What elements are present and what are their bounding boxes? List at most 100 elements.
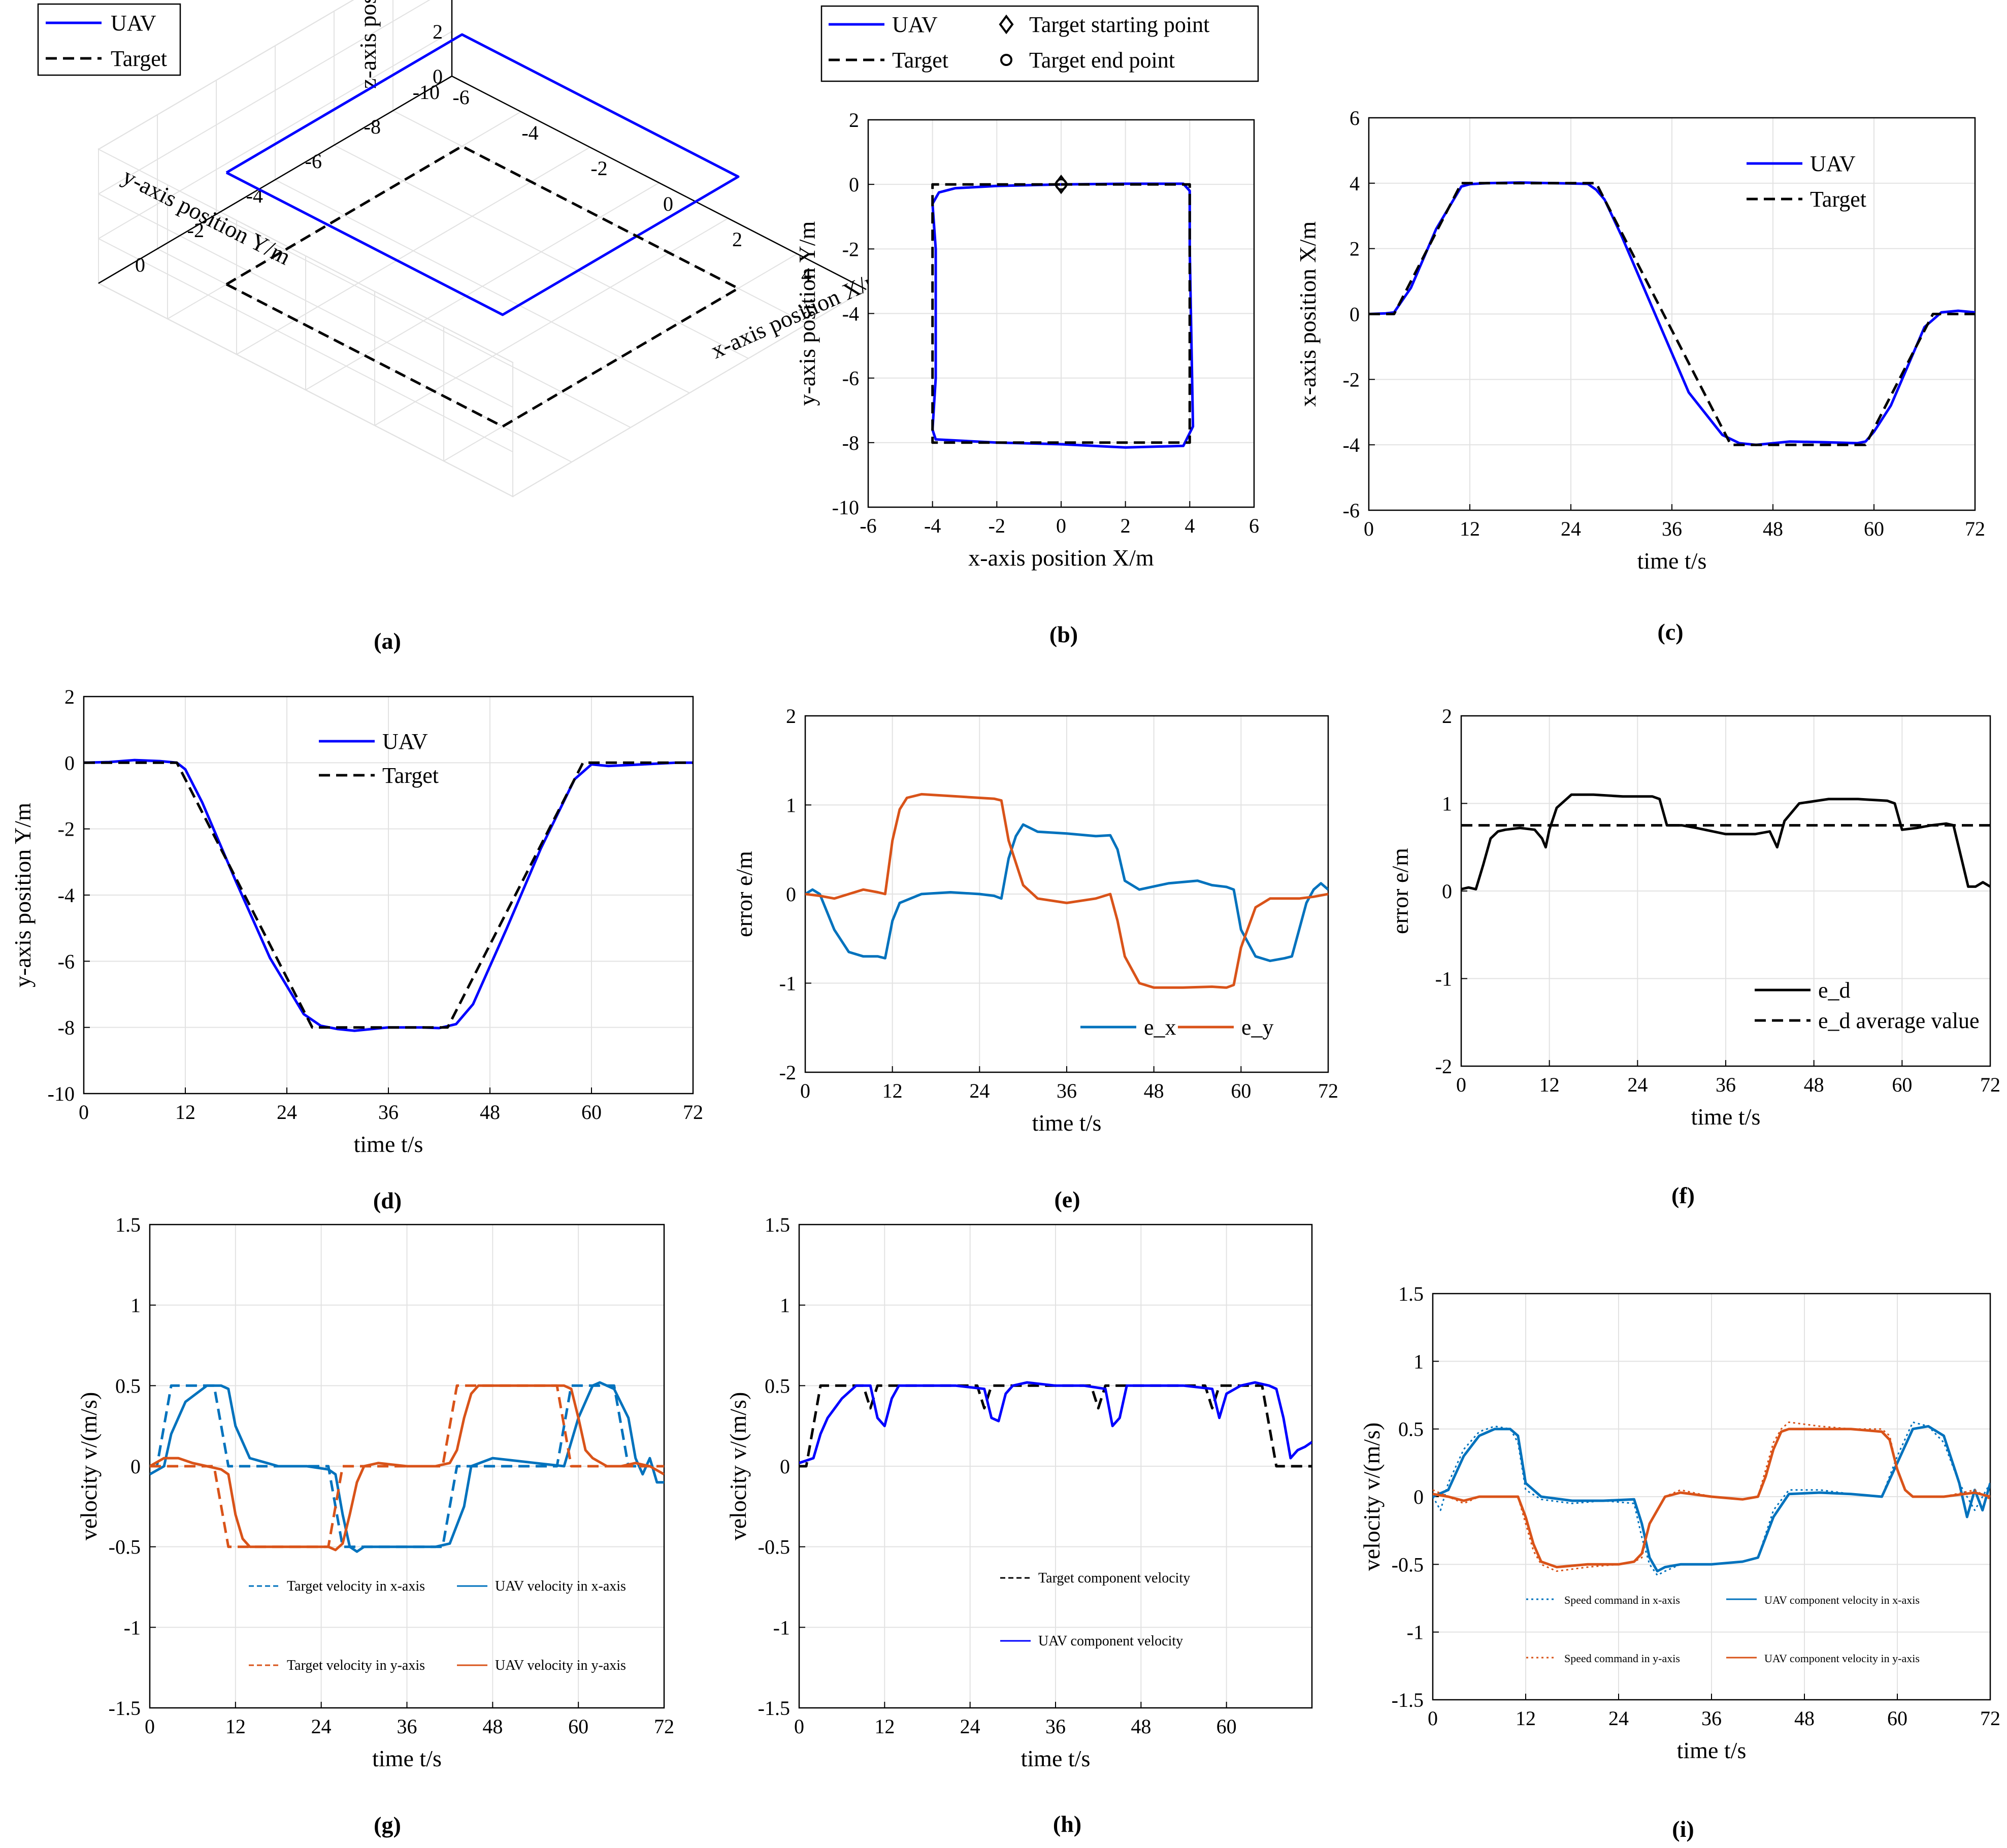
x-tick-label: 0 <box>1364 517 1374 540</box>
legend-label: e_y <box>1241 1015 1274 1040</box>
legend-label: Target <box>111 46 167 71</box>
series-layer <box>1433 1421 1990 1576</box>
y-tick-label: 1.5 <box>765 1213 790 1236</box>
end-point-marker <box>1055 178 1067 191</box>
panel-label-a: (a) <box>374 628 401 654</box>
z-gridline <box>98 193 513 408</box>
y-tick-label: 2 <box>786 705 796 728</box>
x-axis-label: time t/s <box>1691 1104 1761 1130</box>
x-axis-label: time t/s <box>1677 1737 1747 1763</box>
x-tick-label: 6 <box>1249 514 1259 537</box>
panel-label-h: (h) <box>1053 1811 1081 1837</box>
y-tick-label: 2 <box>64 685 75 708</box>
x-tick-label: 60 <box>1231 1079 1251 1102</box>
z-gridline <box>98 0 431 194</box>
legend-label: UAV <box>892 12 938 37</box>
y-axis-label: error e/m <box>731 851 757 937</box>
series-layer <box>931 182 1195 449</box>
z-gridline <box>98 0 354 150</box>
x-tick-label: 0 <box>794 1715 804 1738</box>
y-tick-label: -2 <box>1435 1055 1452 1078</box>
x-tick-label: 60 <box>568 1715 588 1738</box>
y-tick-label: 2 <box>1350 238 1360 260</box>
y-tick-label: -8 <box>364 115 381 138</box>
legend-label: UAV component velocity in x-axis <box>1764 1594 1920 1606</box>
x-tick-label: 48 <box>1763 517 1783 540</box>
legend-label: UAV velocity in y-axis <box>495 1658 626 1673</box>
y-tick-label: -2 <box>1343 368 1360 391</box>
x-tick-label: -6 <box>452 86 469 109</box>
y-tick-label: 0 <box>780 1455 790 1478</box>
x-tick-label: 60 <box>581 1101 602 1124</box>
x-tick-label: 24 <box>311 1715 332 1738</box>
legend-label: Target component velocity <box>1038 1570 1190 1586</box>
series-line <box>799 1381 1312 1465</box>
panel-label-g: (g) <box>374 1812 401 1838</box>
y-gridline <box>334 145 749 359</box>
y-tick-label: 0 <box>135 253 145 276</box>
legend-label: UAV component velocity <box>1038 1633 1183 1649</box>
series-line <box>225 145 740 428</box>
x-tick-label: 24 <box>1561 517 1581 540</box>
x-tick-label: 24 <box>969 1079 990 1102</box>
series-line <box>1433 1428 1990 1569</box>
y-tick-label: 2 <box>1442 705 1452 728</box>
y-tick-label: 1 <box>1442 793 1452 815</box>
x-tick-label: -4 <box>924 514 941 537</box>
x-tick-label: 36 <box>378 1101 399 1124</box>
panel-label-b: (b) <box>1049 621 1078 647</box>
x-tick-label: 0 <box>79 1101 89 1124</box>
x-tick-label: 36 <box>1057 1079 1077 1102</box>
series-layer <box>799 1381 1312 1468</box>
x-tick-label: 48 <box>482 1715 503 1738</box>
legend: UAV Target <box>319 729 439 788</box>
y-tick-label: -2 <box>187 219 204 242</box>
x-tick-label: 12 <box>1539 1073 1560 1096</box>
panel-label-i: (i) <box>1672 1816 1694 1842</box>
y-tick-label: -6 <box>58 950 75 973</box>
y-tick-label: -4 <box>1343 434 1360 456</box>
legend-label: Speed command in x-axis <box>1564 1594 1680 1606</box>
y-tick-label: -10 <box>413 81 440 104</box>
series-layer <box>805 793 1328 989</box>
x-tick-label: 48 <box>1144 1079 1164 1102</box>
y-tick-label: 1 <box>130 1294 141 1317</box>
y-tick-label: 0 <box>1350 303 1360 326</box>
panel-label-c: (c) <box>1657 619 1683 645</box>
legend-label: UAV velocity in x-axis <box>495 1578 626 1594</box>
y-tick-label: 0 <box>786 883 796 906</box>
y-tick-label: 1.5 <box>115 1213 141 1236</box>
y-tick-label: 0 <box>64 751 75 774</box>
y-tick-label: 1.5 <box>1398 1282 1424 1305</box>
y-axis-label: velocity v/(m/s) <box>76 1392 102 1541</box>
y-tick-label: 2 <box>849 109 859 131</box>
y-axis-label: velocity v/(m/s) <box>1359 1423 1385 1571</box>
x-tick-label: 4 <box>1185 514 1195 537</box>
legend-diamond-marker <box>999 14 1014 35</box>
series-layer <box>1461 793 1990 890</box>
z-axis-label: z-axis position Z/m <box>355 0 381 89</box>
y-tick-label: -1 <box>1435 968 1452 991</box>
y-tick-label: -2 <box>58 818 75 841</box>
x-tick-label: -2 <box>989 514 1005 537</box>
legend-box <box>37 3 181 76</box>
series-line <box>150 1381 664 1553</box>
panel-label-e: (e) <box>1054 1186 1080 1212</box>
y-tick-label: 0.5 <box>765 1374 790 1397</box>
x-axis-line <box>451 75 867 290</box>
x-tick-label: 0 <box>663 192 673 215</box>
y-gridline <box>216 214 631 428</box>
legend-label: Target <box>382 763 439 788</box>
x-tick-label: 72 <box>1965 517 1985 540</box>
series-line <box>150 1384 664 1552</box>
x-tick-label: 48 <box>1131 1715 1151 1738</box>
x-tick-label: 60 <box>1887 1707 1907 1730</box>
x-axis-label: time t/s <box>1637 548 1707 574</box>
x-tick-label: 0 <box>1056 514 1066 537</box>
y-tick-label: 4 <box>1350 172 1360 195</box>
y-tick-label: 1 <box>780 1294 790 1317</box>
y-axis-label: y-axis position Y/m <box>794 221 820 406</box>
y-tick-label: 0 <box>1413 1486 1424 1508</box>
